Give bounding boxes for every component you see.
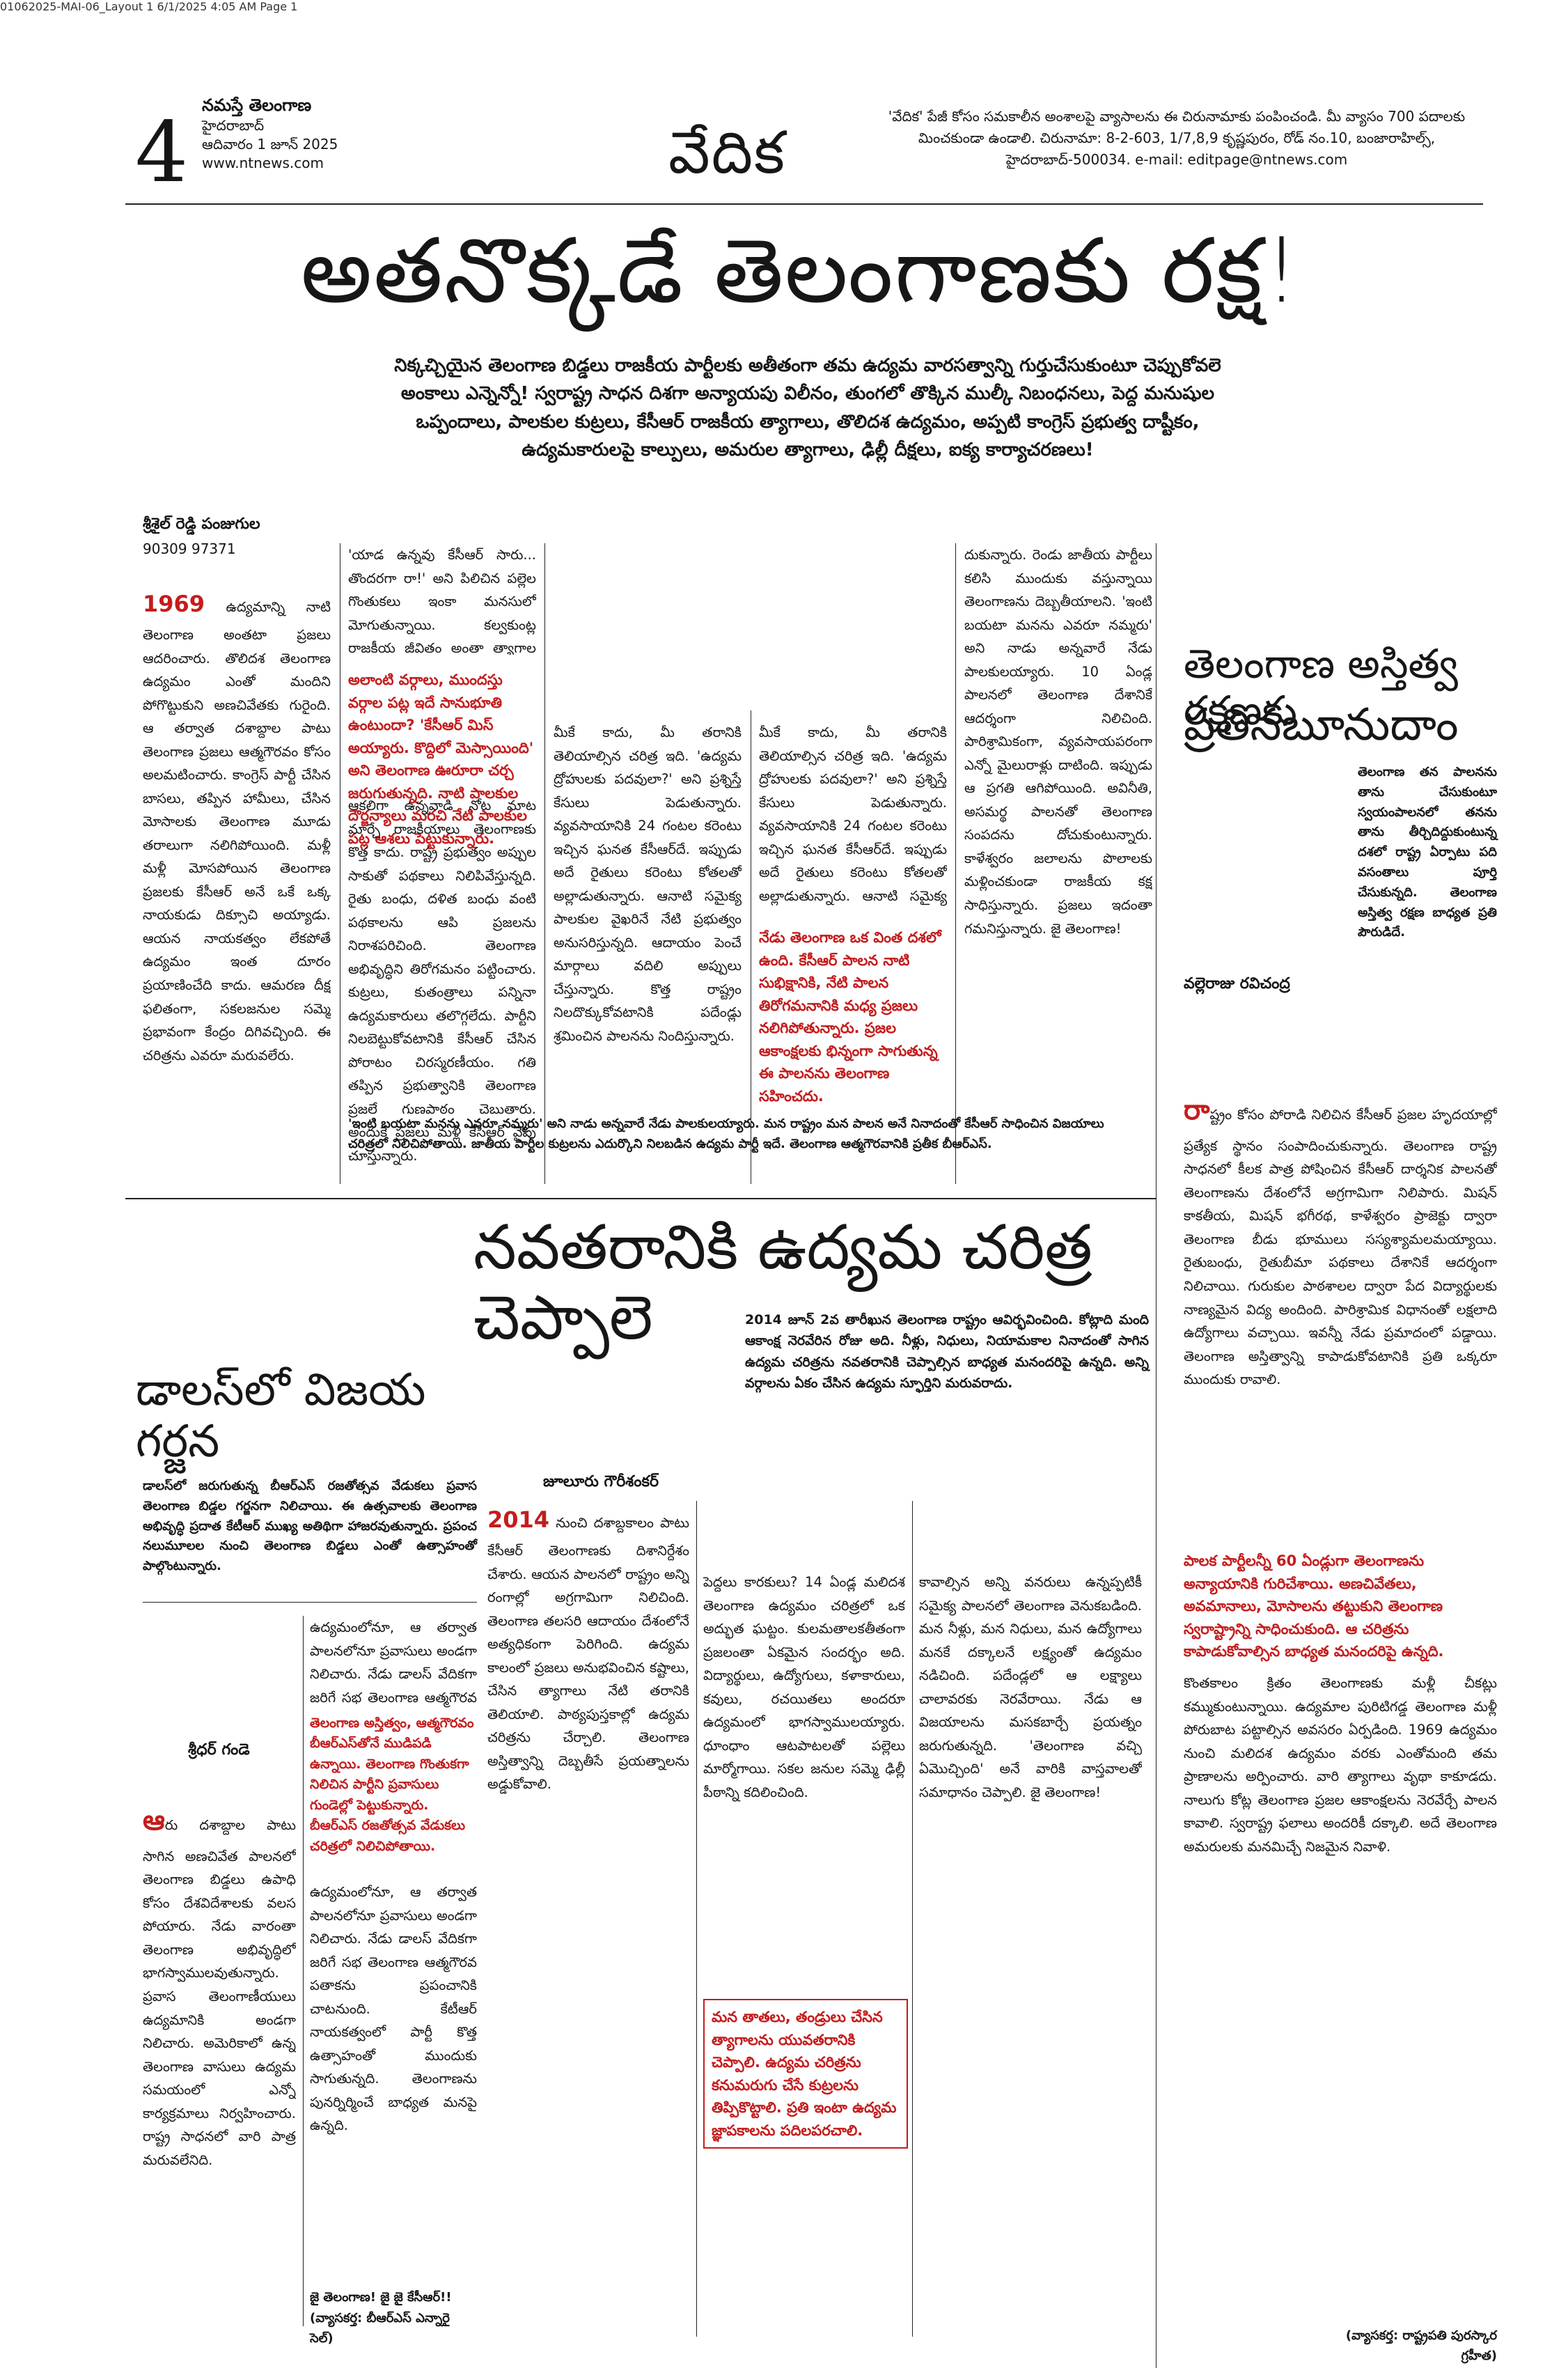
main-col1-text: ఉద్యమాన్ని నాటి తెలంగాణ అంతటా ప్రజలు ఆదర… — [143, 599, 331, 1064]
main-byline: శ్రీశైల్ రెడ్డి పంజుగుల 90309 97371 — [143, 515, 331, 557]
udyama-dropcap: 2014 — [487, 1506, 550, 1533]
masthead: నమస్తే తెలంగాణ హైదరాబాద్ ఆదివారం 1 జూన్ … — [202, 94, 383, 173]
dallas-signoff: జై తెలంగాణ! జై జై కేసీఆర్!! — [310, 2290, 452, 2305]
right-headline-line1: తెలంగాణ అస్తిత్వ రక్షణకు — [1184, 640, 1458, 734]
main-col3-text: మీకే కాదు, మీ తరానికి తెలియాల్సిన చరిత్ర… — [554, 724, 742, 1044]
main-column-5: దుకున్నారు. రెండు జాతీయ పార్టీలు కలిసి మ… — [964, 543, 1152, 1184]
main-author: శ్రీశైల్ రెడ్డి పంజుగుల — [143, 515, 260, 533]
udyama-col2-text: పెద్దలు కారకులు? 14 ఏండ్ల మలిదశ తెలంగాణ … — [703, 1574, 905, 1800]
main-column-1: 1969 ఉద్యమాన్ని నాటి తెలంగాణ అంతటా ప్రజల… — [143, 585, 331, 1184]
dallas-col1-text: రు దశాబ్దాల పాటు సాగిన అణచివేత పాలనలో తె… — [143, 1817, 296, 2168]
page-number: 4 — [135, 104, 189, 201]
main-bottom-note: 'ఇంటి బయటా మనను ఎవరూ నమ్మరు' అని నాడు అన… — [348, 1116, 1104, 1151]
section-rule — [125, 1198, 1156, 1199]
dallas-column-2a: ఉద్యమంలోనూ, ఆ తర్వాత పాలనలోనూ ప్రవాసులు … — [310, 1616, 477, 1713]
udyama-col1-text: నుంచి దశాబ్దకాలం పాటు కేసీఆర్ తెలంగాణకు … — [487, 1515, 689, 1793]
right-dropcap: రా — [1184, 1094, 1210, 1126]
dallas-author: శ్రీధర్ గండె — [188, 1741, 250, 1759]
udyama-column-1: 2014 నుంచి దశాబ్దకాలం పాటు కేసీఆర్ తెలంగ… — [487, 1501, 689, 2323]
main-deck: నిక్కచ్చియైన తెలంగాణ బిడ్డలు రాజకీయ పార్… — [394, 355, 1221, 460]
dallas-footer: (వ్యాసకర్త: బీఆర్ఎస్ ఎన్నారై సెల్) — [310, 2311, 450, 2346]
section-rule — [143, 1602, 477, 1603]
right-author: వల్లెరాజు రవిచంద్ర — [1184, 975, 1290, 992]
column-rule — [912, 1501, 913, 2337]
dallas-column-1: ఆరు దశాబ్దాల పాటు సాగిన అణచివేత పాలనలో త… — [143, 1797, 296, 2326]
right-headline-line2: ప్రతినబూనుదాం — [1184, 699, 1459, 751]
main-author-phone: 90309 97371 — [143, 540, 236, 557]
dallas-col2-text: ఉద్యమంలోనూ, ఆ తర్వాత పాలనలోనూ ప్రవాసులు … — [310, 1884, 477, 2134]
dallas-col2-intro-text: ఉద్యమంలోనూ, ఆ తర్వాత పాలనలోనూ ప్రవాసులు … — [310, 1619, 477, 1713]
dallas-pullquote: తెలంగాణ అస్తిత్వం, ఆత్మగౌరవం బీఆర్ఎస్‌తో… — [310, 1715, 474, 1854]
main-col2-pullquote: అలాంటి వర్గాలు, ముందస్తు వర్గాల పట్ల ఇదే… — [348, 671, 534, 847]
main-column-2b: ఆకలిగా ఉన్నవాడి నోట మాట మార్చే రాజకీయాలు… — [348, 794, 536, 1184]
edit-page-note: 'వేదిక' పేజీ కోసం సమకాలీన అంశాలపై వ్యాసా… — [888, 108, 1466, 168]
udyama-intro: 2014 జూన్ 2వ తారీఖున తెలంగాణ రాష్ట్రం ఆవ… — [745, 1312, 1149, 1392]
header-rule — [125, 203, 1483, 205]
masthead-website: www.ntnews.com — [202, 155, 324, 172]
right-footer: (వ్యాసకర్త: రాష్ట్రపతి పురస్కార గ్రహీత) — [1345, 2328, 1497, 2363]
right-body: రాష్ట్రం కోసం పోరాడి నిలిచిన కేసీఆర్ ప్ర… — [1184, 1086, 1497, 1532]
main-col2-text-cont: ఆకలిగా ఉన్నవాడి నోట మాట మార్చే రాజకీయాలు… — [348, 797, 536, 1164]
main-column-2a: 'యాడ ఉన్నవు కేసీఆర్ సారు... తొందరగా రా!'… — [348, 543, 536, 655]
udyama-column-3: కావాల్సిన అన్ని వనరులు ఉన్నప్పటికీ సమైక్… — [919, 1571, 1142, 2323]
right-body-2: కొంతకాలం క్రితం తెలంగాణకు మళ్లీ చీకట్లు … — [1184, 1672, 1497, 2319]
right-column-rule — [1156, 543, 1157, 2368]
section-title: వేదిక — [668, 118, 786, 187]
main-column-4a: మీకే కాదు, మీ తరానికి తెలియాల్సిన చరిత్ర… — [759, 721, 947, 909]
udyama-column-2a: పెద్దలు కారకులు? 14 ఏండ్ల మలిదశ తెలంగాణ … — [703, 1571, 905, 1988]
print-header: 01062025-MAI-06_Layout 1 6/1/2025 4:05 A… — [0, 0, 298, 13]
main-column-3: మీకే కాదు, మీ తరానికి తెలియాల్సిన చరిత్ర… — [554, 721, 742, 1184]
main-col4-text: మీకే కాదు, మీ తరానికి తెలియాల్సిన చరిత్ర… — [759, 724, 947, 904]
udyama-pullquote: మన తాతలు, తండ్రులు చేసిన త్యాగాలను యువతర… — [703, 1999, 908, 2149]
dallas-dropcap: ఆ — [143, 1805, 165, 1837]
column-rule — [303, 1616, 304, 2326]
main-col5-text: దుకున్నారు. రెండు జాతీయ పార్టీలు కలిసి మ… — [964, 547, 1152, 937]
right-body2-text: కొంతకాలం క్రితం తెలంగాణకు మళ్లీ చీకట్లు … — [1184, 1675, 1497, 1855]
right-body-text: ష్ట్రం కోసం పోరాడి నిలిచిన కేసీఆర్ ప్రజల… — [1184, 1107, 1497, 1388]
main-col4-pullquote: నేడు తెలంగాణ ఒక వింత దశలో ఉంది. కేసీఆర్ … — [759, 929, 941, 1105]
right-pullquote: పాలక పార్టీలన్నీ 60 ఏండ్లుగా తెలంగాణను అ… — [1184, 1552, 1444, 1660]
udyama-col3-text: కావాల్సిన అన్ని వనరులు ఉన్నప్పటికీ సమైక్… — [919, 1574, 1142, 1800]
dallas-column-2b: ఉద్యమంలోనూ, ఆ తర్వాత పాలనలోనూ ప్రవాసులు … — [310, 1880, 477, 2284]
dallas-headline: డాలస్‌లో విజయ గర్జన — [136, 1364, 426, 1467]
column-rule — [955, 543, 956, 1184]
column-rule — [696, 1501, 697, 2337]
newspaper-brand: నమస్తే తెలంగాణ — [202, 95, 312, 115]
udyama-headline: నవతరానికి ఉద్యమ చరిత్ర చెప్పాలె — [473, 1211, 1092, 1354]
main-dropcap: 1969 — [143, 591, 205, 617]
column-rule — [544, 543, 545, 1184]
masthead-date: ఆదివారం 1 జూన్ 2025 — [202, 136, 338, 153]
udyama-author: జూలూరు గౌరీశంకర్ — [543, 1473, 659, 1490]
main-headline: అతనొక్కడే తెలంగాణకు రక్ష! — [300, 219, 1301, 323]
right-intro: తెలంగాణ తన పాలనను తాను చేసుకుంటూ స్వయంపా… — [1358, 765, 1497, 940]
masthead-city: హైదరాబాద్ — [202, 117, 265, 134]
dallas-intro: డాలస్‌లో జరుగుతున్న బీఆర్ఎస్ రజతోత్సవ వే… — [143, 1479, 477, 1574]
main-col2-text: 'యాడ ఉన్నవు కేసీఆర్ సారు... తొందరగా రా!'… — [348, 547, 536, 655]
